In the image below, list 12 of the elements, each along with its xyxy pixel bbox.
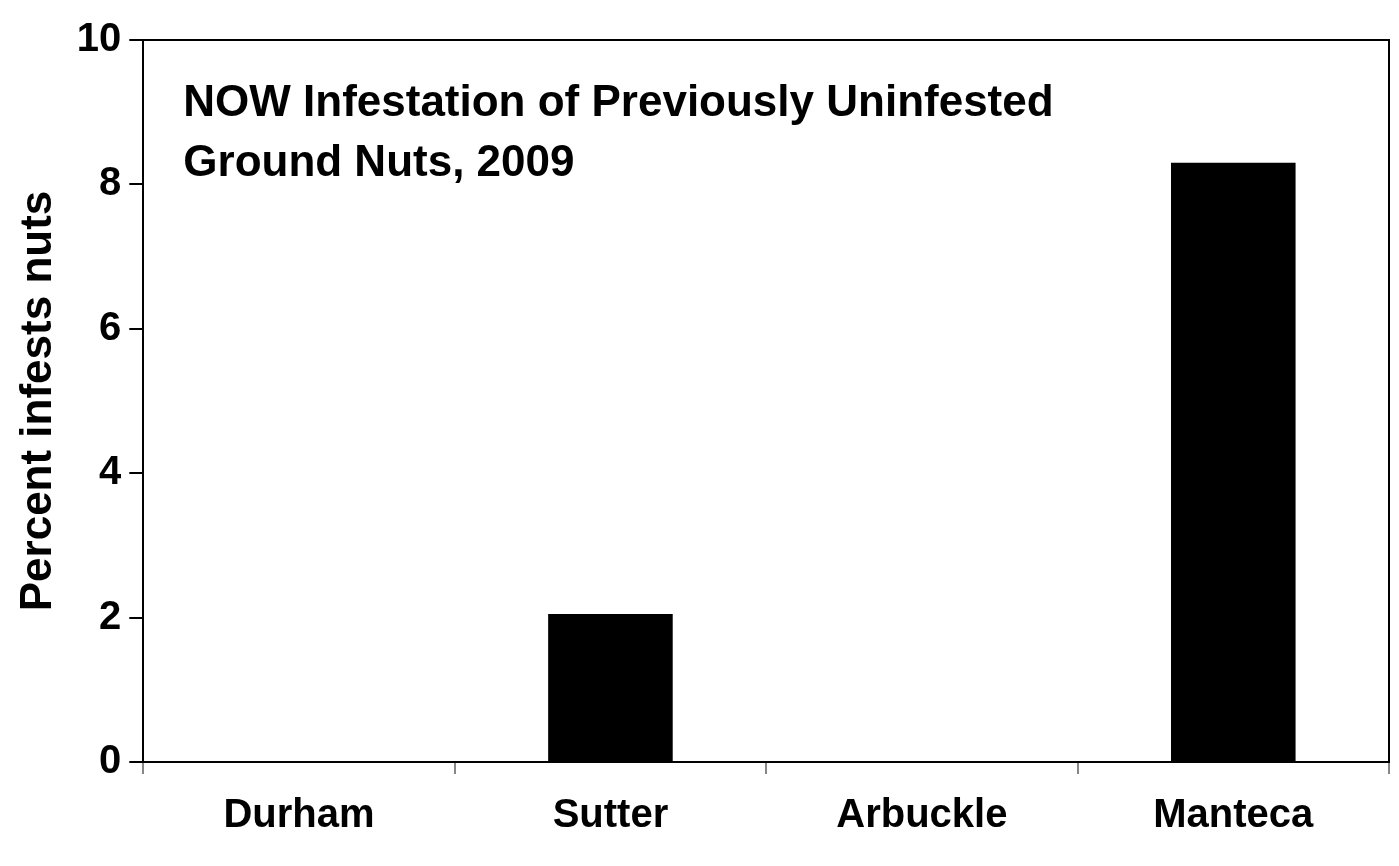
text: NOW Infestation of Previously Uninfested Ground Nuts, 2009 bbox=[183, 76, 1054, 186]
y-tick-label: 10 bbox=[76, 15, 122, 60]
y-tick-label: 6 bbox=[99, 303, 122, 348]
y-tick-label: 4 bbox=[99, 448, 123, 493]
x-tick-label: Sutter bbox=[552, 791, 669, 836]
x-tick-label: Manteca bbox=[1153, 791, 1315, 836]
y-tick-label: 8 bbox=[99, 159, 122, 204]
y-axis-title: Percent infests nuts bbox=[10, 190, 60, 612]
x-tick-label: Durham bbox=[223, 791, 375, 836]
x-tick-label: Arbuckle bbox=[836, 791, 1008, 836]
y-tick-label: 2 bbox=[99, 592, 122, 637]
y-tick-label: 0 bbox=[99, 737, 122, 782]
